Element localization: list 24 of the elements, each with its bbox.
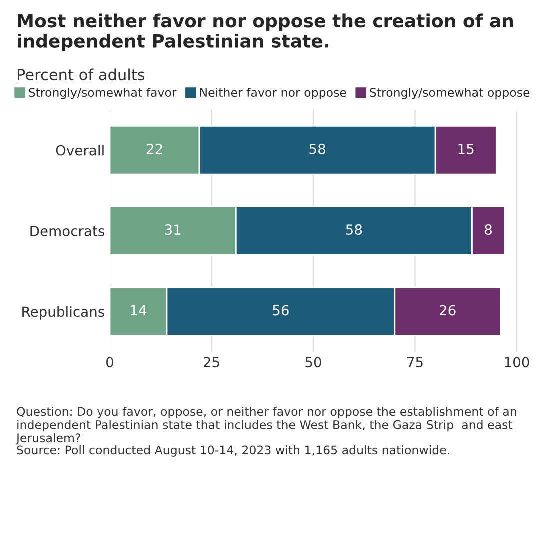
data-label: 14 xyxy=(131,305,147,316)
legend-label: Neither favor nor oppose xyxy=(200,88,346,100)
y-tick-label: Overall xyxy=(56,145,104,156)
text: Question: Do you favor, oppose, or neither favor nor oppose the establishment of an independent Palestinian state that includes the West Bank, the Gaza Strip and east Jerusalem? xyxy=(16,407,516,445)
data-label: 58 xyxy=(346,224,362,236)
data-label: 26 xyxy=(440,305,456,316)
chart-title: Most neither favor nor oppose the creation of an independent Palestinian state. xyxy=(18,14,514,52)
data-label: 56 xyxy=(273,305,289,316)
data-label: 58 xyxy=(310,144,326,154)
x-tick-label: 75 xyxy=(408,357,423,368)
data-label: 8 xyxy=(485,224,492,236)
y-tick-label: Democrats xyxy=(30,226,104,236)
data-label: 15 xyxy=(458,144,474,154)
x-tick-label: 100 xyxy=(505,357,530,368)
x-tick-label: 0 xyxy=(106,357,114,368)
data-label: 31 xyxy=(165,224,181,236)
source-note: Source: Poll conducted August 10-14, 2023 with 1,165 adults nationwide. xyxy=(17,446,450,457)
x-tick-label: 25 xyxy=(204,357,220,368)
data-label: 22 xyxy=(146,144,162,154)
x-tick-label: 50 xyxy=(306,357,322,368)
y-tick-label: Republicans xyxy=(22,306,104,320)
chart-subtitle: Percent of adults xyxy=(18,68,145,81)
legend-label: Strongly/somewhat oppose xyxy=(370,88,530,100)
legend-label: Strongly/somewhat favor xyxy=(29,88,177,100)
